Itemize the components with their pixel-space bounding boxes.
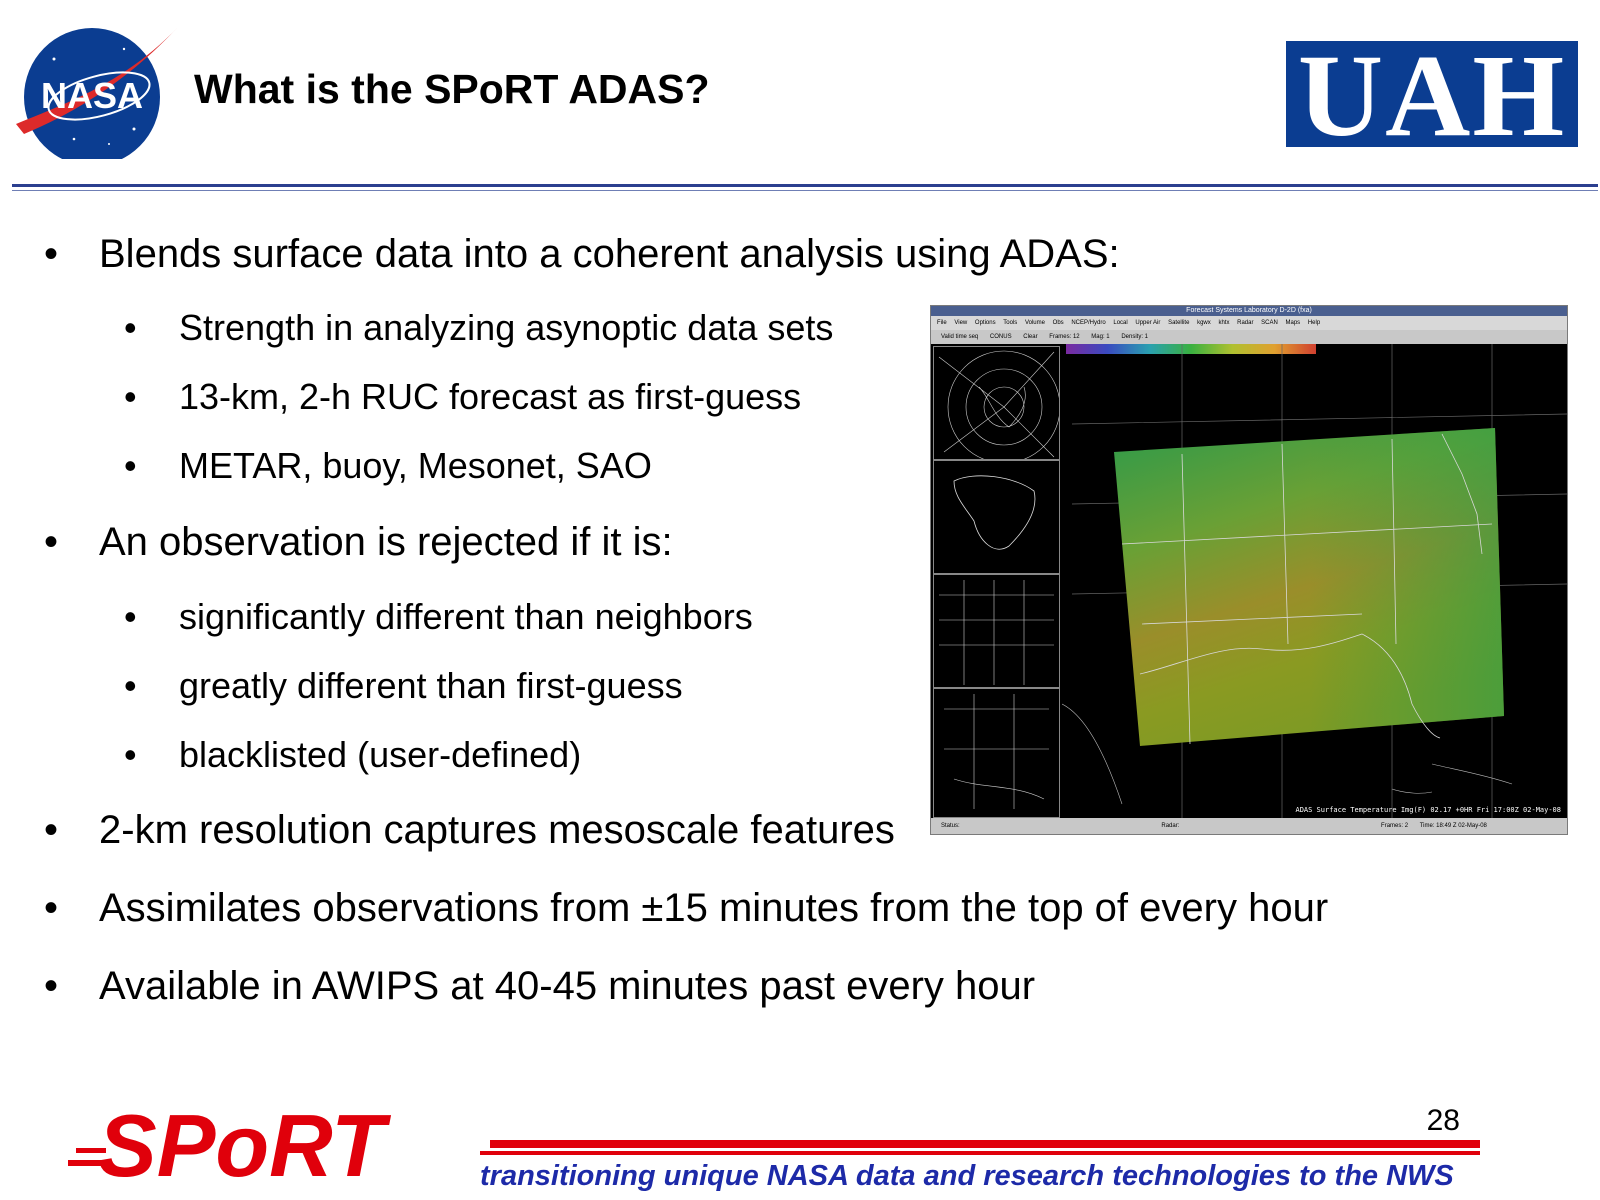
- sub-bullet-item: • blacklisted (user-defined): [124, 734, 582, 775]
- awips-toolbar-item: CONUS: [989, 334, 1012, 340]
- sub-bullet-item: • 13-km, 2-h RUC forecast as first-guess: [124, 376, 802, 417]
- uah-logo-text: UAH: [1297, 30, 1567, 161]
- bullet-item: • Assimilates observations from ±15 minut…: [44, 886, 1329, 930]
- slide-title: What is the SPoRT ADAS?: [194, 66, 710, 112]
- awips-menu-item: khtx: [1218, 320, 1230, 326]
- sport-logo: SPoRT: [68, 1098, 391, 1188]
- uah-logo: UAH: [1286, 37, 1578, 155]
- header-divider: [12, 184, 1598, 187]
- nasa-logo: NASA: [16, 26, 179, 159]
- awips-toolbar-item: Clear: [1023, 334, 1038, 340]
- footer-divider: [490, 1140, 1480, 1148]
- awips-menu-item: Radar: [1237, 320, 1254, 326]
- awips-toolbar-item: Valid time seq: [941, 334, 979, 340]
- awips-menu-item: File: [937, 320, 947, 326]
- awips-menu-item: Tools: [1003, 320, 1018, 326]
- awips-radar-label: Radar:: [1161, 823, 1180, 829]
- bullet-item: • 2-km resolution captures mesoscale feat…: [44, 808, 895, 852]
- awips-panel-polar: [933, 346, 1060, 460]
- awips-panel-conus: [933, 574, 1060, 688]
- sub-bullet-item: • Strength in analyzing asynoptic data se…: [124, 307, 834, 348]
- awips-toolbar-item: Density: 1: [1121, 334, 1148, 340]
- awips-toolbar-item: Frames: 12: [1049, 334, 1080, 340]
- awips-menubar: File View Options Tools Volume Obs NCEP/…: [931, 316, 1567, 330]
- awips-panel-regional: [933, 688, 1060, 818]
- awips-toolbar: Valid time seq CONUS Clear Frames: 12 Ma…: [931, 330, 1567, 344]
- bullet-item: • An observation is rejected if it is:: [44, 520, 673, 564]
- awips-menu-item: SCAN: [1261, 320, 1278, 326]
- awips-map-caption: ADAS Surface Temperature Img(F) 02.17 +0…: [1295, 806, 1561, 814]
- awips-status-label: Status:: [941, 823, 960, 829]
- awips-screenshot: Forecast Systems Laboratory D-2D (fxa) F…: [930, 305, 1568, 835]
- awips-menu-item: Help: [1307, 320, 1321, 326]
- awips-menu-item: View: [954, 320, 968, 326]
- sub-bullet-item: • significantly different than neighbors: [124, 596, 753, 637]
- awips-main-map: [1062, 344, 1567, 818]
- bullet-item: • Available in AWIPS at 40-45 minutes pas…: [44, 964, 1036, 1008]
- awips-time-label: Time: 18:49 Z 02-May-08: [1419, 823, 1487, 829]
- footer-divider-thin: [480, 1151, 1480, 1155]
- awips-menu-item: Options: [974, 320, 996, 326]
- nasa-logo-text: NASA: [41, 75, 143, 116]
- header-divider-thin: [12, 190, 1598, 191]
- awips-window-title: Forecast Systems Laboratory D-2D (fxa): [931, 306, 1567, 316]
- awips-frames-label: Frames: 2: [1381, 823, 1409, 829]
- awips-menu-item: NCEP/Hydro: [1071, 320, 1106, 326]
- awips-menu-item: Volume: [1024, 320, 1045, 326]
- sport-logo-text: SPoRT: [98, 1098, 391, 1188]
- awips-menu-item: Satellite: [1168, 320, 1190, 326]
- bullet-item: • Blends surface data into a coherent ana…: [44, 232, 1120, 276]
- awips-menu-item: Upper Air: [1135, 320, 1161, 326]
- sub-bullet-item: • METAR, buoy, Mesonet, SAO: [124, 445, 652, 486]
- awips-map-outlines: [1121, 433, 1493, 745]
- awips-menu-item: Local: [1113, 320, 1128, 326]
- awips-menu-item: kgwx: [1197, 320, 1211, 326]
- awips-colorbar: [1066, 344, 1316, 354]
- awips-toolbar-item: Mag: 1: [1091, 334, 1110, 340]
- footer-tagline: transitioning unique NASA data and resea…: [480, 1160, 1454, 1192]
- page-number: 28: [1426, 1104, 1460, 1137]
- awips-menu-item: Obs: [1052, 320, 1064, 326]
- awips-panel-northamerica: [933, 460, 1060, 574]
- sub-bullet-item: • greatly different than first-guess: [124, 665, 683, 706]
- awips-statusbar: Status: Radar: Frames: 2 Time: 18:49 Z 0…: [931, 818, 1567, 834]
- awips-menu-item: Maps: [1285, 320, 1301, 326]
